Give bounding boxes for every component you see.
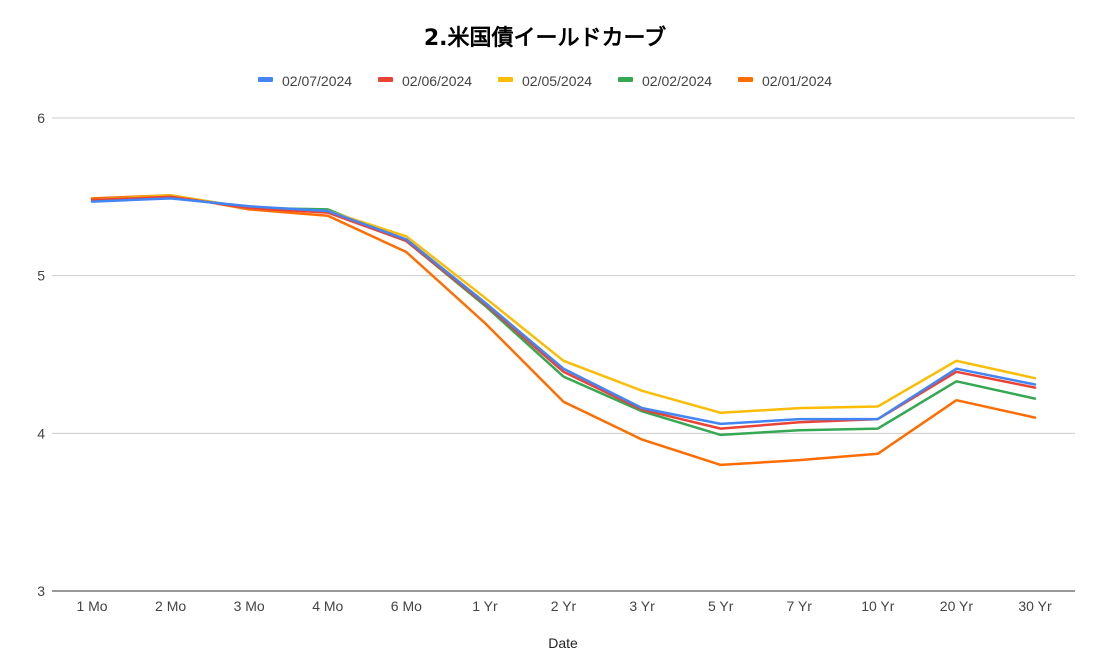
legend-label: 02/07/2024 [282, 73, 352, 89]
series-line-02-01-2024 [90, 194, 1037, 467]
legend-item-02-01-2024[interactable]: 02/01/2024 [738, 73, 832, 89]
series-line-02-07-2024 [90, 197, 1037, 426]
series-lines [90, 194, 1037, 467]
x-tick-label: 10 Yr [861, 598, 895, 614]
legend-swatch [498, 77, 513, 82]
x-tick-label: 2 Mo [155, 598, 186, 614]
legend-swatch [738, 77, 753, 82]
x-tick-label: 1 Yr [472, 598, 498, 614]
x-axis-ticks: 1 Mo 2 Mo 3 Mo 4 Mo 6 Mo 1 Yr 2 Yr 3 Yr 5 Yr 7 Yr… [76, 598, 1052, 614]
legend-label: 02/01/2024 [762, 73, 832, 89]
series-line-02-06-2024 [90, 195, 1037, 430]
x-tick-label: 30 Yr [1018, 598, 1052, 614]
x-tick-label: 1 Mo [76, 598, 107, 614]
legend-label: 02/02/2024 [642, 73, 712, 89]
x-tick-label: 7 Yr [787, 598, 813, 614]
chart-legend: 02/07/2024 02/06/2024 02/05/2024 02/02/2024… [258, 73, 832, 89]
x-tick-label: 6 Mo [391, 598, 422, 614]
chart-title: 2.米国債イールドカーブ [424, 25, 666, 51]
y-tick-label: 6 [37, 110, 45, 126]
legend-swatch [378, 77, 393, 82]
legend-swatch [258, 77, 273, 82]
series-line-02-02-2024 [90, 194, 1037, 437]
x-tick-label: 20 Yr [940, 598, 974, 614]
legend-label: 02/06/2024 [402, 73, 472, 89]
x-tick-label: 2 Yr [551, 598, 577, 614]
x-tick-label: 3 Yr [629, 598, 655, 614]
legend-label: 02/05/2024 [522, 73, 592, 89]
series-line-02-05-2024 [90, 194, 1037, 415]
y-tick-label: 4 [37, 425, 45, 441]
y-tick-label: 5 [37, 268, 45, 284]
legend-item-02-06-2024[interactable]: 02/06/2024 [378, 73, 472, 89]
legend-item-02-02-2024[interactable]: 02/02/2024 [618, 73, 712, 89]
y-tick-label: 3 [37, 583, 45, 599]
grid-lines [52, 117, 1075, 592]
x-tick-label: 3 Mo [234, 598, 265, 614]
legend-swatch [618, 77, 633, 82]
legend-item-02-07-2024[interactable]: 02/07/2024 [258, 73, 352, 89]
x-tick-label: 4 Mo [312, 598, 343, 614]
legend-item-02-05-2024[interactable]: 02/05/2024 [498, 73, 592, 89]
x-axis-label: Date [548, 635, 578, 651]
y-axis-ticks: 3 4 5 6 [37, 110, 45, 599]
x-tick-label: 5 Yr [708, 598, 734, 614]
